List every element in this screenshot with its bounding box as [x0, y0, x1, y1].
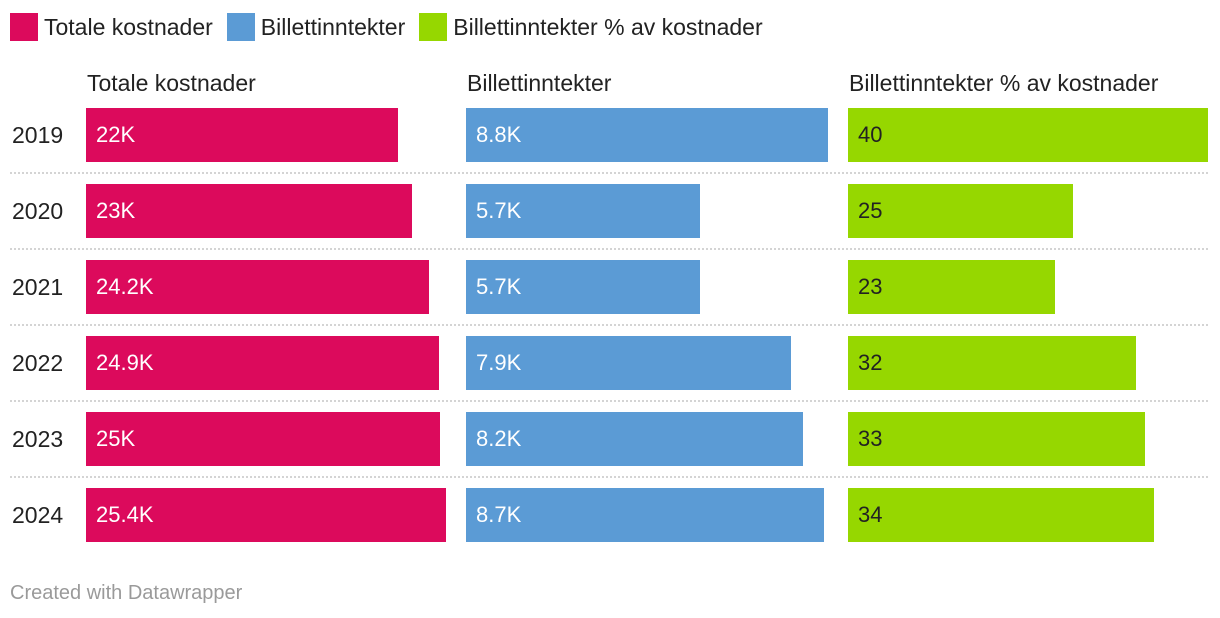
bar-value-label: 5.7K — [476, 198, 522, 223]
column-header: Totale kostnader — [87, 70, 256, 96]
year-label: 2024 — [12, 502, 64, 528]
legend-item: Totale kostnader — [10, 13, 213, 41]
bar-value-label: 33 — [858, 426, 883, 451]
bar — [848, 336, 1136, 390]
bar-value-label: 24.9K — [96, 350, 154, 375]
legend-label: Totale kostnader — [44, 13, 213, 40]
bar — [466, 336, 791, 390]
bar-value-label: 5.7K — [476, 274, 522, 299]
bar — [848, 260, 1055, 314]
bar-value-label: 25K — [96, 426, 136, 451]
legend-item: Billettinntekter — [226, 13, 406, 41]
bar-value-label: 34 — [858, 502, 883, 527]
legend-swatch — [419, 13, 448, 41]
bar-value-label: 40 — [858, 122, 883, 147]
column-header: Billettinntekter % av kostnader — [849, 70, 1159, 96]
bar — [848, 488, 1154, 542]
footer-credit: Created with Datawrapper — [10, 582, 243, 604]
bar — [466, 412, 803, 466]
bar-value-label: 8.8K — [476, 122, 522, 147]
year-label: 2020 — [12, 198, 64, 224]
row-separator — [10, 248, 1208, 250]
legend-swatch — [10, 13, 38, 41]
legend-label: Billettinntekter — [260, 13, 406, 40]
bar-value-label: 23 — [858, 274, 883, 299]
bar — [466, 488, 824, 542]
bar-value-label: 25 — [858, 198, 883, 223]
bar-value-label: 25.4K — [96, 502, 154, 527]
bar-value-label: 23K — [96, 198, 136, 223]
bar — [466, 184, 700, 238]
bar — [86, 184, 412, 238]
year-label: 2022 — [12, 350, 64, 376]
legend-swatch — [226, 13, 255, 41]
bar — [86, 108, 398, 162]
bar — [848, 184, 1073, 238]
bar — [86, 260, 429, 314]
year-label: 2019 — [12, 122, 64, 148]
legend-item: Billettinntekter % av kostnader — [419, 13, 763, 41]
year-label: 2023 — [12, 426, 64, 452]
bar-value-label: 22K — [96, 122, 136, 147]
bar-value-label: 7.9K — [476, 350, 522, 375]
bar — [848, 108, 1208, 162]
bar-value-label: 32 — [858, 350, 883, 375]
bar — [466, 108, 828, 162]
bar-value-label: 8.2K — [476, 426, 522, 451]
bar — [86, 412, 440, 466]
year-label: 2021 — [12, 274, 64, 300]
legend: Totale kostnader Billettinntekter Billetti… — [10, 12, 777, 42]
row-separator — [10, 476, 1208, 478]
bar — [848, 412, 1145, 466]
bar — [86, 336, 439, 390]
row-separator — [10, 324, 1208, 326]
column-header: Billettinntekter — [467, 70, 612, 96]
legend-label: Billettinntekter % av kostnader — [453, 13, 763, 40]
bar-value-label: 8.7K — [476, 502, 522, 527]
row-separator — [10, 172, 1208, 174]
bar — [466, 260, 700, 314]
row-separator — [10, 400, 1208, 402]
bar — [86, 488, 446, 542]
bar-value-label: 24.2K — [96, 274, 154, 299]
